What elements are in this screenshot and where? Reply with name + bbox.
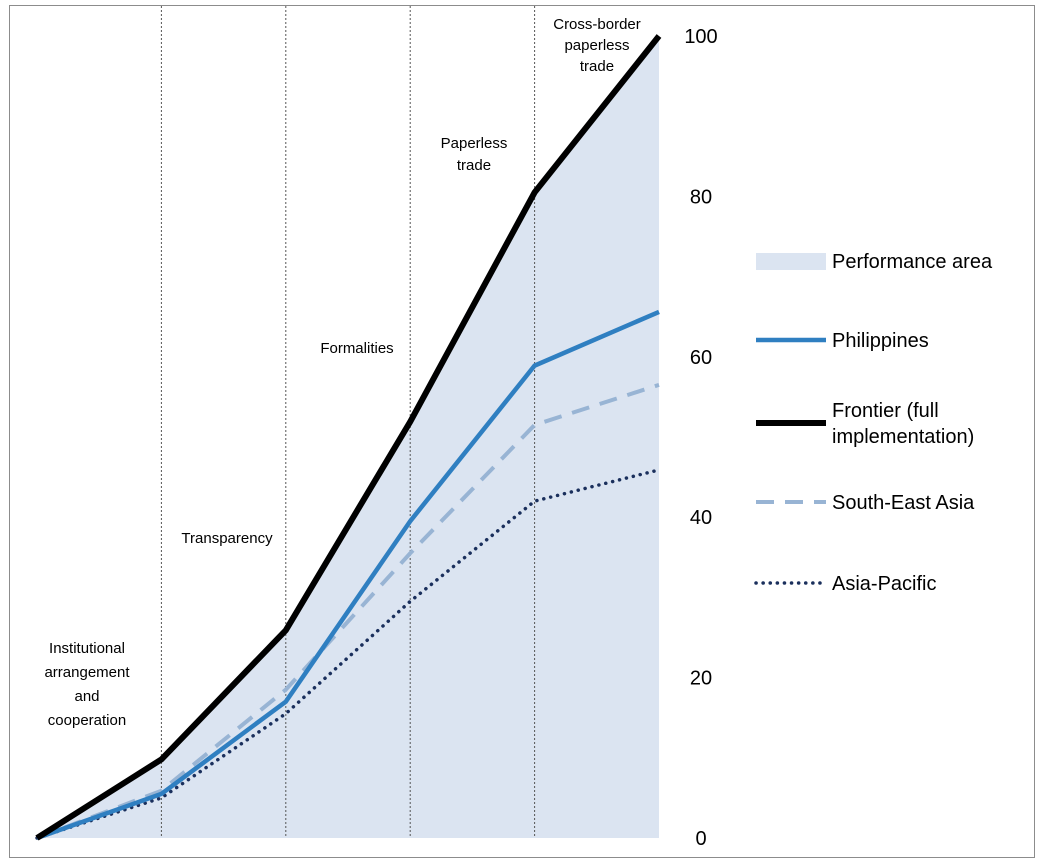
stage-label: trade	[457, 157, 491, 174]
legend-label: Frontier (full	[832, 400, 939, 422]
y-tick-label: 40	[690, 507, 712, 529]
legend-label: implementation)	[832, 426, 974, 448]
stage-label: trade	[580, 58, 614, 75]
y-tick-label: 80	[690, 186, 712, 208]
y-tick-label: 20	[690, 668, 712, 690]
stage-label: arrangement	[44, 664, 130, 681]
legend-label: Asia-Pacific	[832, 573, 936, 595]
stage-label: Cross-border	[553, 16, 641, 33]
legend-swatch	[756, 253, 826, 270]
stage-label: and	[74, 688, 99, 705]
y-tick-label: 0	[695, 828, 706, 850]
stage-label: paperless	[564, 37, 629, 54]
y-tick-label: 60	[690, 347, 712, 369]
y-tick-label: 100	[684, 26, 717, 48]
stage-label: cooperation	[48, 712, 126, 729]
stage-label: Paperless	[441, 135, 508, 152]
stage-label: Formalities	[320, 340, 393, 357]
stage-label: Institutional	[49, 640, 125, 657]
stage-label: Transparency	[181, 530, 273, 547]
legend-label: Performance area	[832, 251, 993, 273]
legend-label: South-East Asia	[832, 492, 975, 514]
legend-label: Philippines	[832, 330, 929, 352]
